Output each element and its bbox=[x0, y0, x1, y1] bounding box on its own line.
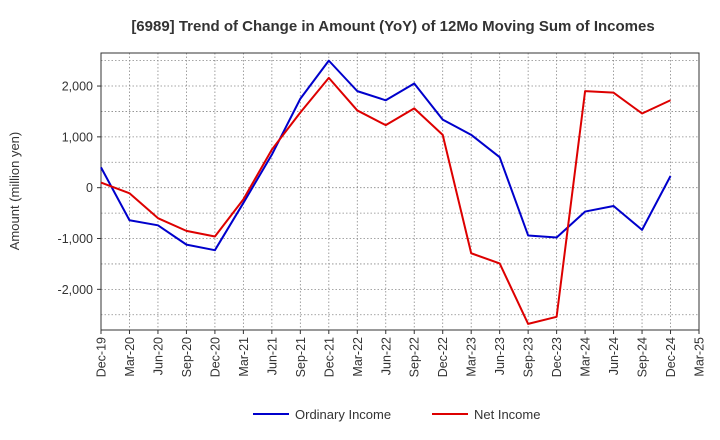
x-tick-label: Jun-20 bbox=[151, 337, 165, 375]
plot-frame bbox=[100, 52, 700, 331]
x-tick-label: Mar-20 bbox=[123, 337, 137, 377]
x-tick-label: Dec-21 bbox=[322, 337, 336, 377]
y-tick-label: -2,000 bbox=[58, 283, 93, 297]
chart-title: [6989] Trend of Change in Amount (YoY) o… bbox=[131, 18, 654, 35]
y-tick-label: 2,000 bbox=[62, 80, 93, 94]
x-tick-label: Sep-20 bbox=[180, 337, 194, 377]
plot-area: -2,000 -1,000 0 1,000 2,000 Dec-19 Mar-20 Jun-2… bbox=[58, 52, 707, 377]
x-tick-label: Dec-23 bbox=[550, 337, 564, 377]
x-tick-label: Jun-23 bbox=[493, 337, 507, 375]
x-tick-label: Mar-21 bbox=[237, 337, 251, 377]
x-tick-label: Dec-20 bbox=[208, 337, 222, 377]
x-tick-label: Mar-23 bbox=[465, 337, 479, 377]
x-tick-label: Sep-21 bbox=[294, 337, 308, 377]
legend-label-net-income: Net Income bbox=[474, 407, 540, 422]
legend-label-ordinary-income: Ordinary Income bbox=[295, 407, 391, 422]
series-line-net-income bbox=[100, 76, 671, 325]
x-tick-label: Jun-24 bbox=[607, 337, 621, 375]
x-tick-label: Sep-22 bbox=[408, 337, 422, 377]
x-tick-label: Jun-21 bbox=[265, 337, 279, 375]
series-line-ordinary-income bbox=[100, 59, 672, 252]
y-tick-label: -1,000 bbox=[58, 232, 93, 246]
x-tick-label: Jun-22 bbox=[379, 337, 393, 375]
x-tick-label: Dec-19 bbox=[95, 337, 109, 377]
x-tick-label: Mar-22 bbox=[351, 337, 365, 377]
y-tick-label: 0 bbox=[86, 181, 93, 195]
x-tick-label: Sep-23 bbox=[522, 337, 536, 377]
legend: Ordinary Income Net Income bbox=[253, 407, 540, 422]
x-tick-label: Mar-25 bbox=[693, 337, 707, 377]
x-tick-label: Sep-24 bbox=[636, 337, 650, 377]
y-tick-label: 1,000 bbox=[62, 130, 93, 144]
y-axis-label: Amount (million yen) bbox=[7, 132, 22, 251]
x-tick-label: Dec-24 bbox=[664, 337, 678, 377]
x-tick-label: Mar-24 bbox=[579, 337, 593, 377]
x-tick-label: Dec-22 bbox=[436, 337, 450, 377]
